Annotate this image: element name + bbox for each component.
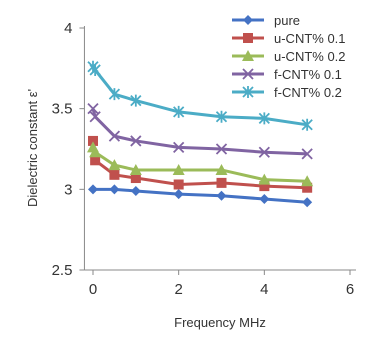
y-axis-label: Dielectric constant ε': [25, 89, 40, 207]
x-tick-label: 0: [89, 281, 97, 298]
data-point: [109, 169, 120, 180]
legend-item: u-CNT% 0.2: [232, 49, 346, 64]
data-point: [216, 177, 227, 188]
series-4: [87, 60, 313, 131]
legend-label: f-CNT% 0.2: [274, 85, 342, 100]
plot-axes: 2.5 3 3.5 4 0 2 4 6: [52, 20, 356, 298]
legend-item: pure: [232, 13, 300, 28]
data-point: [108, 130, 121, 142]
data-point: [130, 94, 142, 107]
data-point: [302, 197, 313, 208]
data-point: [259, 181, 270, 192]
x-tick-label: 2: [174, 281, 182, 298]
legend-item: f-CNT% 0.1: [232, 67, 342, 82]
data-point: [173, 105, 185, 118]
legend-swatch-marker: [242, 50, 254, 61]
legend-label: pure: [274, 13, 300, 28]
data-point: [89, 63, 101, 76]
data-point: [258, 146, 270, 158]
series-1: [88, 135, 313, 193]
legend-swatch-marker: [243, 15, 253, 25]
data-point: [90, 155, 101, 166]
data-point: [89, 111, 101, 123]
data-point: [301, 175, 314, 187]
data-point: [215, 110, 228, 123]
data-point: [215, 143, 228, 155]
legend-swatch-marker: [243, 33, 253, 43]
data-point: [109, 184, 120, 195]
data-point: [215, 163, 228, 175]
data-point: [130, 173, 141, 184]
data-point: [108, 88, 121, 101]
legend-item: u-CNT% 0.1: [232, 31, 346, 46]
data-point: [108, 159, 121, 171]
data-point: [173, 179, 184, 190]
data-point: [129, 163, 142, 175]
legend-label: u-CNT% 0.2: [274, 49, 346, 64]
data-point: [88, 135, 98, 146]
y-tick-label: 4: [64, 20, 72, 37]
data-point: [258, 112, 270, 125]
data-point: [130, 185, 141, 196]
series-0: [88, 184, 313, 208]
x-tick-label: 6: [346, 281, 354, 298]
data-point: [89, 146, 102, 158]
data-point: [87, 103, 99, 115]
series-2: [87, 141, 314, 187]
data-point: [88, 184, 98, 195]
data-point: [258, 173, 271, 185]
data-point: [172, 163, 185, 175]
data-point: [301, 148, 313, 160]
data-point: [216, 190, 227, 201]
series-3: [87, 103, 313, 160]
y-tick-label: 3.5: [52, 101, 73, 118]
legend: pure u-CNT% 0.1 u-CNT% 0.2 f-CNT% 0.1 f-CNT%…: [232, 13, 346, 100]
legend-label: u-CNT% 0.1: [274, 31, 346, 46]
legend-item: f-CNT% 0.2: [232, 85, 342, 100]
data-point: [301, 118, 313, 131]
data-point: [173, 189, 184, 200]
y-tick-label: 3: [64, 181, 72, 198]
y-tick-label: 2.5: [52, 262, 73, 279]
data-point: [173, 141, 185, 154]
legend-swatch-marker: [242, 86, 254, 98]
legend-swatch-marker: [242, 68, 254, 80]
data-point: [130, 135, 142, 147]
legend-label: f-CNT% 0.1: [274, 67, 342, 82]
x-axis-label: Frequency MHz: [174, 315, 266, 330]
data-point: [259, 194, 270, 205]
x-tick-label: 4: [260, 281, 268, 298]
plot-series: [87, 60, 314, 208]
data-point: [302, 182, 313, 193]
